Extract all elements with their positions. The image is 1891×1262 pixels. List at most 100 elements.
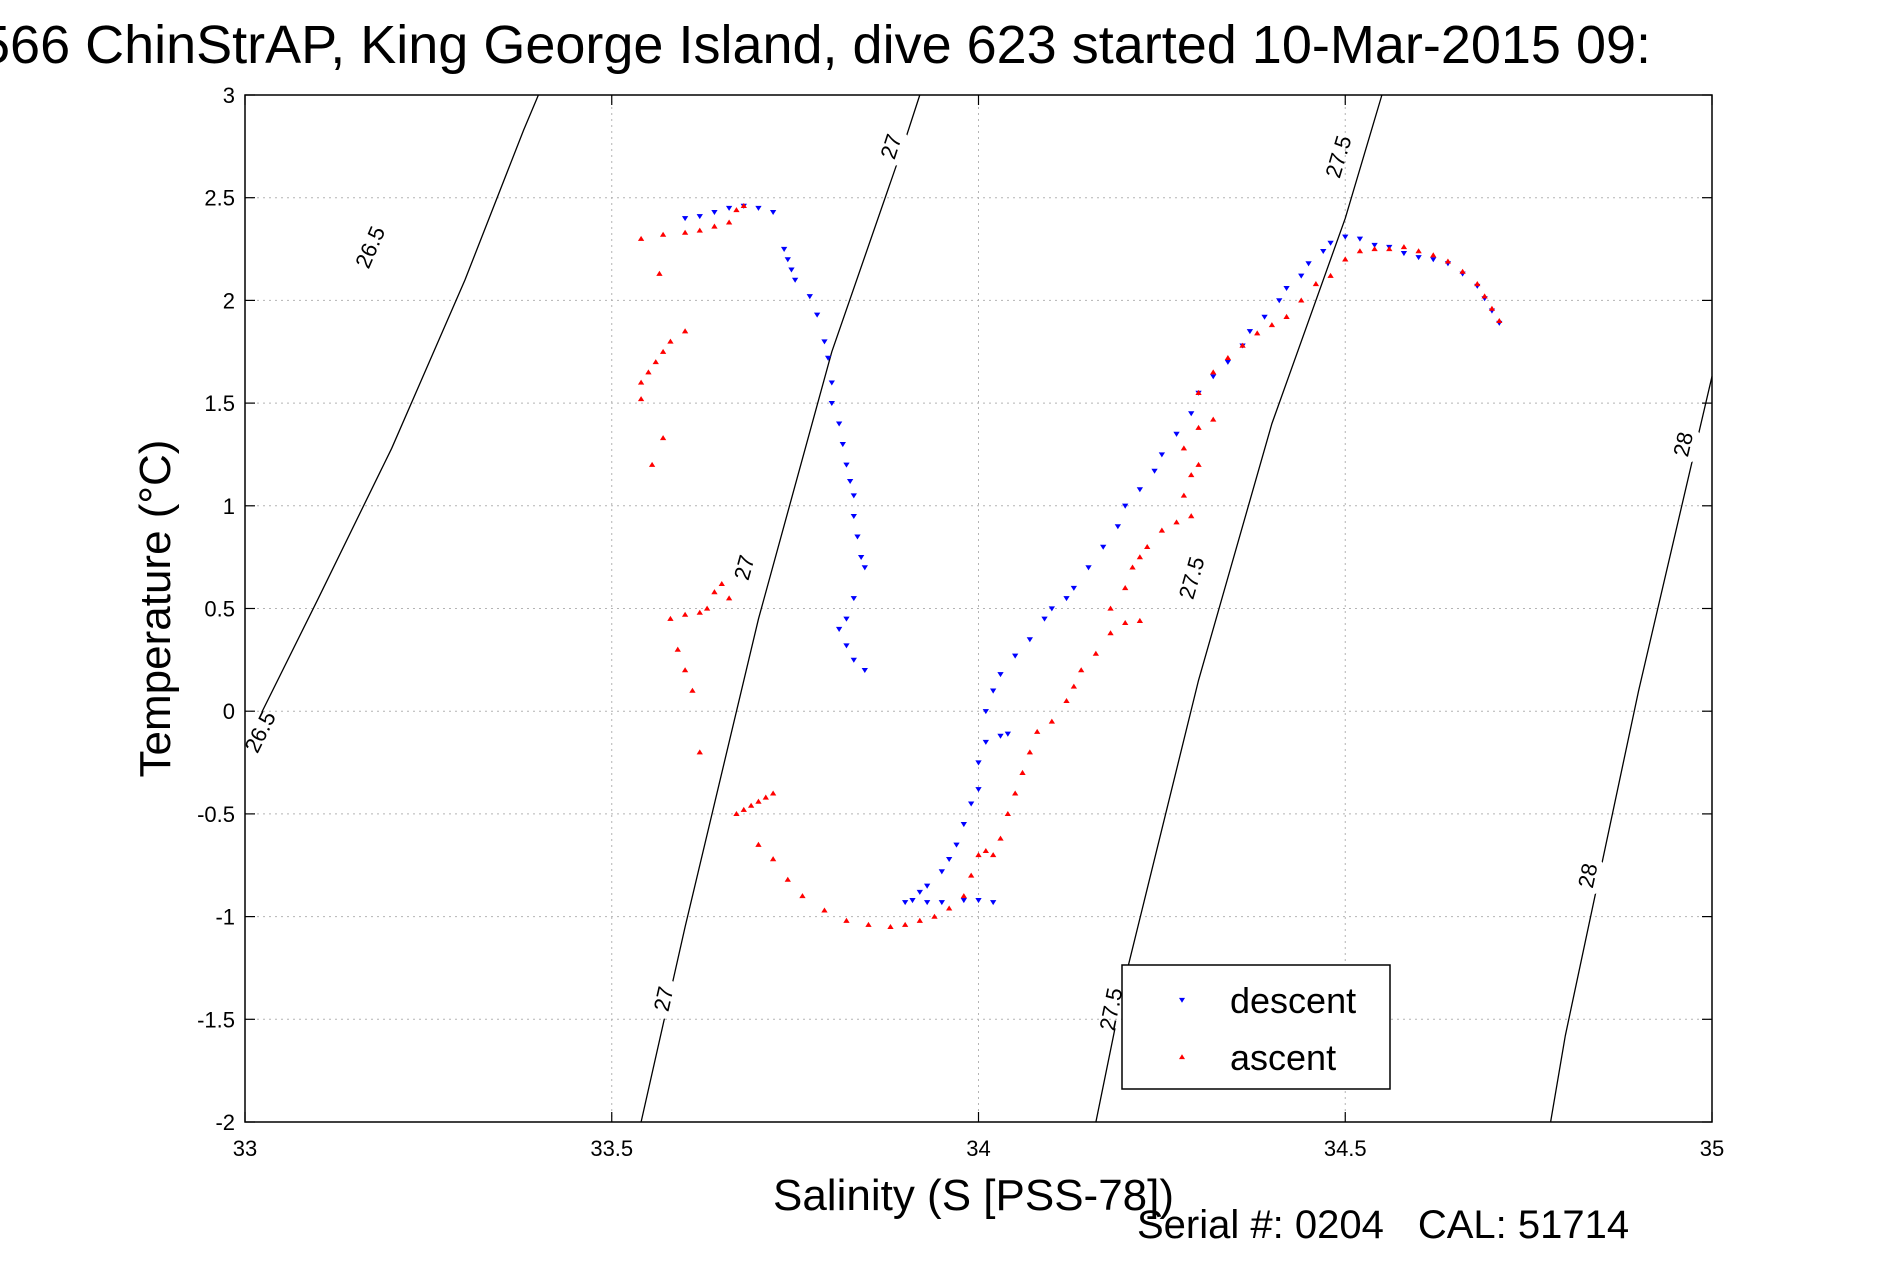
ascent-point — [843, 917, 850, 923]
isopycnal-label: 27.5 — [1174, 554, 1210, 602]
serial-number: Serial #: 0204 — [1137, 1203, 1384, 1247]
ascent-point — [696, 227, 703, 233]
ascent-point — [1129, 564, 1136, 570]
descent-point — [975, 898, 982, 904]
descent-point — [1298, 273, 1305, 279]
y-axis-label: Temperature (°C) — [131, 440, 180, 778]
legend-descent-label: descent — [1230, 980, 1356, 1021]
ascent-point — [931, 913, 938, 919]
ascent-point — [696, 609, 703, 615]
descent-point — [924, 900, 931, 906]
isopycnal-label: 27 — [875, 131, 906, 162]
ascent-point — [1188, 472, 1195, 478]
ascent-point — [1034, 728, 1041, 734]
ascent-point — [1254, 330, 1261, 336]
descent-point — [1151, 468, 1158, 474]
descent-point — [1415, 255, 1422, 261]
ascent-point — [1158, 527, 1166, 533]
ascent-point — [1459, 268, 1466, 274]
descent-point — [835, 626, 843, 632]
ascent-point — [747, 802, 755, 808]
ascent-point — [718, 580, 725, 586]
ascent-point — [681, 611, 689, 617]
descent-point — [946, 856, 953, 862]
ascent-point — [725, 219, 733, 225]
descent-point — [1342, 234, 1349, 240]
ascent-point — [711, 223, 718, 229]
ascent-point — [689, 687, 696, 693]
descent-point — [1210, 374, 1217, 380]
y-tick-label: -0.5 — [197, 802, 235, 827]
isopycnal-label: 27 — [729, 552, 760, 582]
descent-point — [1122, 503, 1129, 509]
descent-point — [696, 214, 703, 220]
ascent-point — [1444, 258, 1452, 264]
ascent-point — [637, 379, 645, 385]
descent-point — [1012, 653, 1019, 659]
ascent-point — [1136, 617, 1144, 623]
descent-point — [681, 216, 689, 222]
descent-point — [850, 657, 857, 663]
data-points — [637, 203, 1503, 929]
descent-point — [997, 733, 1004, 739]
ascent-point — [1210, 369, 1217, 375]
ascent-point — [975, 852, 982, 858]
descent-point — [1188, 411, 1195, 417]
descent-point — [1041, 616, 1048, 622]
descent-point — [1327, 240, 1334, 246]
ascent-point — [784, 876, 791, 882]
descent-point — [854, 534, 861, 540]
descent-point — [857, 555, 865, 561]
legend-box — [1121, 964, 1391, 1090]
isopycnal-label: 26.5 — [350, 223, 390, 272]
descent-point — [725, 205, 733, 211]
descent-point — [861, 565, 868, 571]
ascent-point — [1136, 554, 1144, 560]
descent-point — [1320, 248, 1327, 255]
legend: descent ascent — [1121, 964, 1391, 1090]
ascent-point — [1481, 293, 1488, 299]
descent-point — [1048, 606, 1055, 612]
ascent-point — [1298, 297, 1305, 303]
descent-point — [982, 709, 989, 715]
ascent-point — [1012, 790, 1019, 796]
descent-point — [902, 900, 909, 906]
chart-title-text: 566 ChinStrAP, King George Island, dive … — [0, 15, 1652, 75]
descent-point — [990, 900, 997, 906]
ascent-point — [1180, 492, 1188, 498]
descent-point — [850, 513, 857, 519]
descent-point — [711, 209, 718, 215]
ascent-point — [1239, 342, 1246, 348]
y-tick-label: 0.5 — [204, 597, 235, 622]
ascent-point — [769, 790, 777, 796]
ascent-point — [645, 369, 652, 375]
ascent-point — [1371, 246, 1378, 252]
ascent-point — [659, 348, 667, 354]
ascent-point — [1078, 667, 1085, 673]
y-tick-label: 1.5 — [204, 391, 235, 416]
ascent-point — [799, 893, 806, 899]
descent-point — [788, 267, 795, 273]
ascent-point — [916, 917, 923, 923]
descent-point — [835, 421, 843, 427]
descent-point — [821, 339, 828, 345]
ascent-point — [703, 605, 711, 611]
ascent-point — [659, 435, 667, 441]
x-tick-label: 35 — [1700, 1136, 1724, 1161]
ascent-point — [1144, 543, 1151, 549]
ascent-point — [1195, 424, 1202, 430]
ascent-point — [740, 806, 747, 812]
ascent-point — [1283, 313, 1290, 319]
ascent-point — [1019, 769, 1026, 775]
ascent-point — [1107, 630, 1114, 636]
ascent-point — [725, 595, 733, 601]
ascent-point — [1195, 389, 1202, 395]
ascent-point — [1173, 519, 1180, 525]
descent-point — [828, 380, 835, 386]
x-tick-label: 34.5 — [1324, 1136, 1367, 1161]
ascent-point — [1180, 445, 1188, 451]
descent-point — [1026, 637, 1033, 643]
legend-ascent-label: ascent — [1230, 1037, 1336, 1078]
descent-point — [1305, 261, 1312, 267]
